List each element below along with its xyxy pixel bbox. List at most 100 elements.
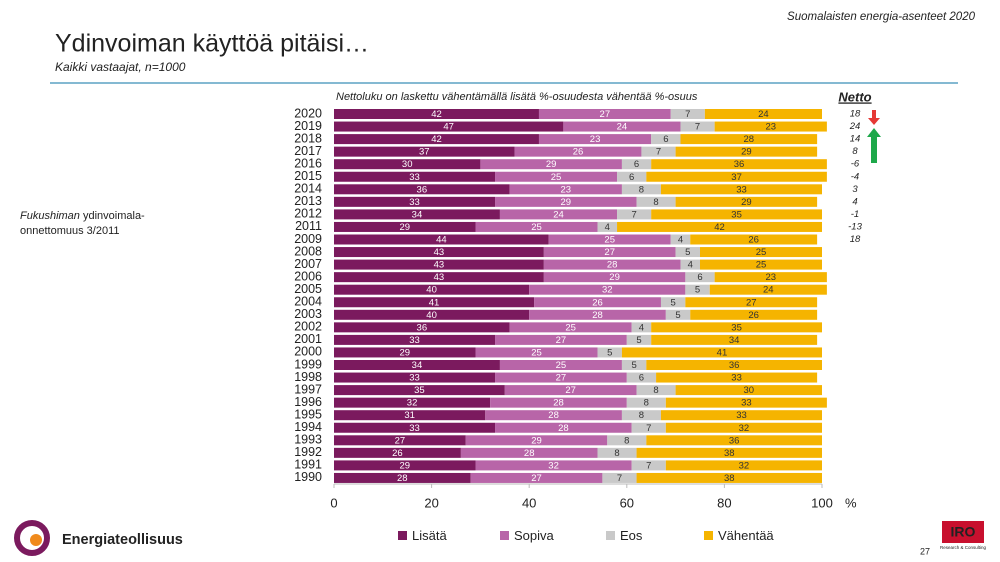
value-label: 28 xyxy=(524,448,535,459)
bar-segment xyxy=(636,385,676,396)
value-label: 23 xyxy=(590,134,601,145)
value-label: 4 xyxy=(639,322,644,333)
value-label: 25 xyxy=(756,247,767,258)
bar-segment xyxy=(714,121,827,132)
y-tick-label: 1994 xyxy=(294,420,322,434)
y-tick-label: 1993 xyxy=(294,433,322,447)
value-label: 36 xyxy=(729,435,740,446)
bar-segment xyxy=(670,234,691,245)
bar-segment xyxy=(563,121,681,132)
value-label: 5 xyxy=(607,347,612,358)
y-tick-label: 1991 xyxy=(294,458,322,472)
bar-segment xyxy=(700,247,822,258)
bar-segment xyxy=(334,385,505,396)
value-label: 42 xyxy=(714,222,725,233)
value-label: 32 xyxy=(407,398,418,409)
value-label: 28 xyxy=(558,423,569,434)
note: Nettoluku on laskettu vähentämällä lisät… xyxy=(336,91,698,103)
bar-segment xyxy=(499,360,622,370)
bar-segment xyxy=(334,397,491,408)
y-tick-label: 2004 xyxy=(294,295,322,309)
bar-segment xyxy=(607,435,647,446)
value-label: 33 xyxy=(736,410,747,421)
value-label: 40 xyxy=(426,310,437,321)
bar-segment xyxy=(597,221,618,232)
bar-segment xyxy=(680,121,715,132)
bar-segment xyxy=(334,422,496,433)
value-label: 7 xyxy=(695,122,700,133)
bar-segment xyxy=(495,334,627,345)
value-label: 33 xyxy=(409,373,420,384)
value-label: 26 xyxy=(573,147,584,158)
y-tick-label: 2007 xyxy=(294,257,322,271)
bar-segment xyxy=(334,372,496,383)
bar-segment xyxy=(621,360,647,370)
value-label: 38 xyxy=(724,448,735,459)
value-label: 43 xyxy=(434,260,445,271)
bar-segment xyxy=(631,422,666,433)
value-label: 29 xyxy=(399,222,410,233)
bar-segment xyxy=(675,247,700,258)
value-label: 33 xyxy=(409,197,420,208)
bar-segment xyxy=(597,347,622,358)
value-label: 4 xyxy=(678,235,683,246)
x-tick-label: 60 xyxy=(620,495,634,510)
value-label: 30 xyxy=(402,159,413,170)
bar-segment xyxy=(709,284,827,295)
bar-segment xyxy=(636,472,822,483)
bar-segment xyxy=(465,435,608,446)
y-tick-label: 2013 xyxy=(294,194,322,208)
bar-segment xyxy=(660,297,686,308)
annotation-line2: onnettomuus 3/2011 xyxy=(20,225,119,237)
legend-swatch xyxy=(704,531,713,540)
bar-segment xyxy=(334,334,496,345)
bar-segment xyxy=(651,322,822,333)
y-tick-label: 2017 xyxy=(294,144,322,158)
bar-segment xyxy=(675,196,818,207)
value-label: 25 xyxy=(604,235,615,246)
value-label: 40 xyxy=(426,285,437,296)
value-label: 31 xyxy=(404,410,415,421)
y-tick-label: 1997 xyxy=(294,382,322,396)
bar-segment xyxy=(685,297,818,308)
value-label: 23 xyxy=(561,184,572,195)
value-label: 36 xyxy=(417,184,428,195)
bar-segment xyxy=(685,272,715,283)
bar-segment xyxy=(495,422,632,433)
y-tick-label: 2006 xyxy=(294,269,322,283)
legend-label: Vähentää xyxy=(718,528,774,543)
value-label: 33 xyxy=(409,172,420,183)
logo-box xyxy=(942,521,984,543)
value-label: 7 xyxy=(631,209,636,220)
logo-ring xyxy=(14,520,50,556)
bar-segment xyxy=(631,322,652,333)
survey-name: Suomalaisten energia-asenteet 2020 xyxy=(787,11,976,23)
value-label: 8 xyxy=(614,448,619,459)
bar-segment xyxy=(656,372,818,383)
bar-segment xyxy=(646,171,827,182)
value-label: 27 xyxy=(600,109,611,120)
value-label: 36 xyxy=(734,159,745,170)
x-tick-label: 80 xyxy=(717,495,731,510)
value-label: 29 xyxy=(561,197,572,208)
bar-segment xyxy=(636,196,676,207)
bar-segment xyxy=(543,272,686,283)
value-label: 28 xyxy=(553,398,564,409)
bar-segment xyxy=(334,171,496,182)
netto-header: Netto xyxy=(838,89,871,104)
bar-segment xyxy=(334,297,535,308)
value-label: 5 xyxy=(675,310,680,321)
bar-segment xyxy=(334,284,530,295)
netto-value: 18 xyxy=(850,234,861,245)
value-label: 29 xyxy=(741,147,752,158)
bar-segment xyxy=(495,372,627,383)
bar-segment xyxy=(621,159,652,170)
bar-segment xyxy=(538,134,652,145)
value-label: 26 xyxy=(748,235,759,246)
value-label: 37 xyxy=(731,172,742,183)
x-unit: % xyxy=(845,495,857,510)
bar-segment xyxy=(651,134,681,145)
value-label: 35 xyxy=(414,385,425,396)
bar-segment xyxy=(700,259,822,270)
value-label: 37 xyxy=(419,147,430,158)
